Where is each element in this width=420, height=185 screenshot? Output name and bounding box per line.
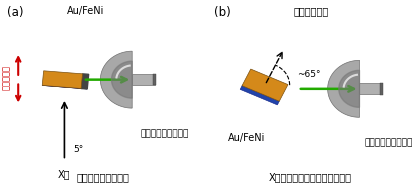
FancyBboxPatch shape <box>132 74 155 85</box>
Polygon shape <box>42 85 87 89</box>
Text: Au/FeNi: Au/FeNi <box>66 6 104 16</box>
Text: (a): (a) <box>7 6 24 19</box>
Text: 光電子アナライザー: 光電子アナライザー <box>364 138 412 147</box>
Bar <box>381 83 383 95</box>
FancyBboxPatch shape <box>360 83 382 94</box>
Text: 磁化の向き: 磁化の向き <box>3 65 11 90</box>
Text: 上から見た実験配置: 上から見た実験配置 <box>77 172 130 182</box>
Text: (b): (b) <box>214 6 231 19</box>
Polygon shape <box>339 70 360 107</box>
Text: 5°: 5° <box>74 145 84 154</box>
Polygon shape <box>328 60 360 117</box>
Polygon shape <box>42 71 82 88</box>
Text: X線: X線 <box>58 169 71 179</box>
Polygon shape <box>111 61 132 98</box>
Text: Au/FeNi: Au/FeNi <box>228 133 265 143</box>
Polygon shape <box>242 69 288 101</box>
Text: 光電子アナライザー: 光電子アナライザー <box>141 129 189 138</box>
Text: X線入射方向から見た実験配置: X線入射方向から見た実験配置 <box>269 172 352 182</box>
Polygon shape <box>81 74 89 89</box>
Polygon shape <box>240 86 279 105</box>
Text: 表面垂直方向: 表面垂直方向 <box>294 6 329 16</box>
Bar <box>153 74 155 85</box>
Polygon shape <box>100 51 132 108</box>
Text: ~65°: ~65° <box>297 70 320 79</box>
